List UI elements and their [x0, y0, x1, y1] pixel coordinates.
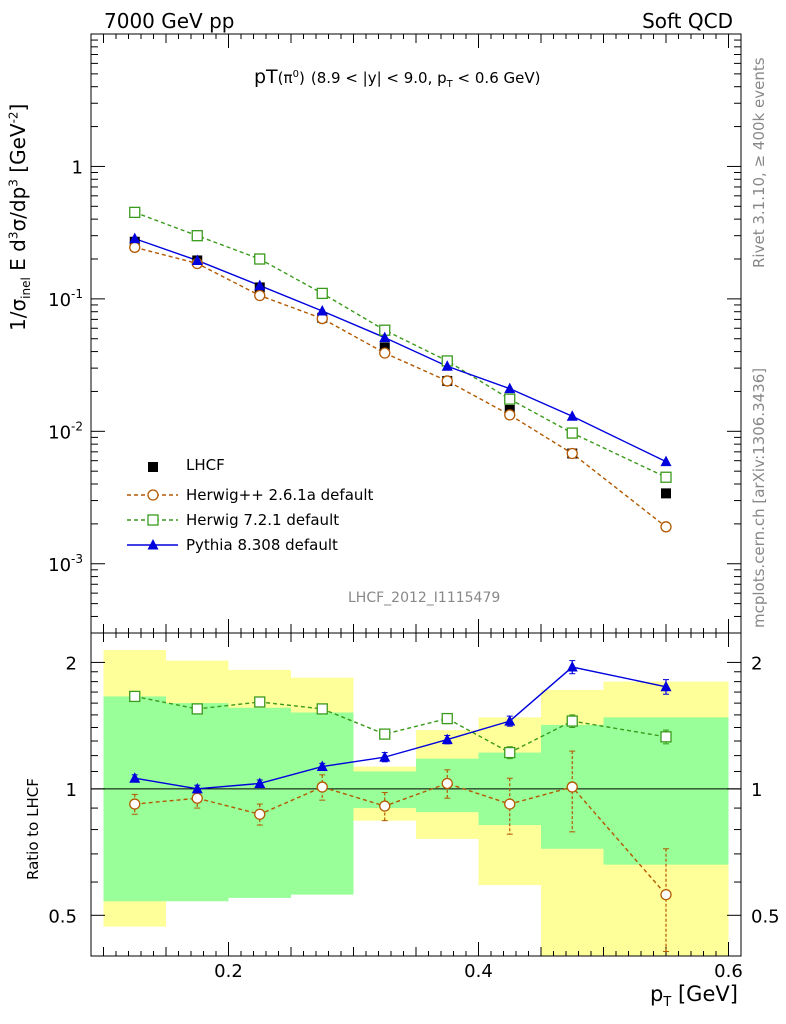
- title-sup: 0: [292, 69, 299, 80]
- point-main-1-6: [504, 409, 516, 421]
- point-ratio-2-7: [566, 661, 578, 672]
- series-line-main-3: [134, 237, 667, 463]
- point-ratio-2-3: [316, 760, 328, 772]
- title-main: pT: [254, 66, 278, 88]
- y-tick-label-ratio: 0.5: [48, 906, 77, 927]
- legend-marker-pythia: [147, 539, 159, 550]
- title-cut-end: < 0.6 GeV): [452, 69, 541, 87]
- point-ratio-0-3: [316, 781, 328, 793]
- point-ratio-1-2: [254, 696, 266, 708]
- point-ratio-2-0: [129, 772, 141, 783]
- point-ratio-0-2: [254, 808, 266, 820]
- point-ratio-1-5: [441, 712, 453, 725]
- y-tick-label-ratio-right: 1: [751, 780, 762, 801]
- point-ratio-1-0: [129, 690, 141, 703]
- point-main-3-6: [504, 382, 516, 394]
- y-tick-label-main: 1: [72, 157, 83, 178]
- legend-pythia: Pythia 8.308 default: [186, 536, 338, 554]
- point-ratio-2-2: [254, 777, 266, 788]
- header-left: 7000 GeV pp: [104, 9, 235, 33]
- x-tick-label: 0.4: [464, 961, 493, 982]
- point-ratio-0-5: [441, 777, 453, 790]
- y-tick-label-main: 10-2: [48, 419, 83, 443]
- point-ratio-1-1: [191, 703, 203, 715]
- mcplots-label: mcplots.cern.ch [arXiv:1306.3436]: [750, 367, 768, 628]
- analysis-label: LHCF_2012_I1115479: [348, 590, 501, 606]
- point-ratio-1-3: [316, 703, 328, 715]
- point-main-1-8: [660, 521, 672, 533]
- point-main-1-0: [129, 241, 141, 253]
- legend-herwig6: Herwig++ 2.6.1a default: [186, 486, 374, 504]
- band-green-2: [228, 707, 291, 898]
- plot-title: pT(π0) (8.9 < |y| < 9.0, pT < 0.6 GeV): [254, 66, 540, 90]
- y-axis-label-main: 1/σinel E d3σ/dp3 [GeV-2]: [6, 103, 33, 331]
- point-ratio-0-1: [191, 792, 203, 804]
- rivet-label: Rivet 3.1.10, ≥ 400k events: [750, 57, 768, 268]
- point-ratio-2-5: [441, 733, 453, 745]
- point-main-3-3: [316, 304, 328, 316]
- point-ratio-2-1: [191, 782, 203, 794]
- point-ratio-0-0: [129, 798, 141, 810]
- y-tick-label-ratio-right: 0.5: [751, 906, 780, 927]
- y-tick-label-main: 10-3: [48, 552, 83, 576]
- header-right: Soft QCD: [642, 9, 733, 33]
- point-ratio-2-4: [379, 751, 391, 762]
- point-main-1-2: [254, 289, 266, 302]
- point-ratio-0-6: [504, 798, 516, 810]
- point-ratio-1-6: [504, 746, 516, 759]
- point-main-3-8: [660, 455, 672, 467]
- point-main-2-8: [660, 471, 672, 483]
- point-main-1-4: [379, 347, 391, 359]
- point-main-1-7: [566, 447, 578, 460]
- point-main-1-5: [441, 375, 453, 387]
- legend-marker-herwig6: [147, 489, 159, 501]
- legend-marker-herwig7: [147, 514, 159, 526]
- y-tick-label-ratio: 1: [66, 780, 77, 801]
- point-ratio-1-7: [566, 715, 578, 727]
- y-tick-label-ratio-right: 2: [751, 653, 762, 674]
- point-ratio-2-6: [504, 715, 516, 726]
- y-tick-label-main: 10-1: [48, 287, 83, 311]
- series-line-ratio-1: [134, 695, 667, 754]
- point-main-3-4: [379, 331, 391, 343]
- point-ratio-1-8: [660, 731, 672, 743]
- point-main-2-7: [566, 427, 578, 439]
- x-tick-label: 0.2: [214, 961, 243, 982]
- point-ratio-0-7: [566, 781, 578, 793]
- y-tick-label-ratio: 2: [66, 653, 77, 674]
- x-tick-label: 0.6: [714, 961, 743, 982]
- point-main-2-0: [129, 206, 141, 219]
- band-green-3: [291, 712, 354, 895]
- point-main-3-5: [441, 360, 453, 371]
- point-main-0-8: [661, 488, 671, 499]
- x-axis-label: pT [GeV]: [650, 982, 738, 1011]
- title-paren: (π: [277, 69, 293, 87]
- point-ratio-2-8: [660, 680, 672, 692]
- point-main-3-7: [566, 410, 578, 421]
- point-main-2-6: [504, 393, 516, 405]
- point-ratio-0-8: [660, 888, 672, 901]
- series-line-main-1: [134, 246, 667, 528]
- legend-marker-lhcf: [148, 462, 158, 472]
- point-ratio-0-4: [379, 800, 391, 812]
- legend-lhcf: LHCF: [186, 456, 225, 474]
- title-cut-sub: T: [446, 79, 453, 90]
- legend-herwig7: Herwig 7.2.1 default: [186, 511, 340, 529]
- point-main-3-0: [129, 232, 141, 244]
- point-main-2-2: [254, 253, 266, 265]
- point-main-2-1: [191, 230, 203, 242]
- title-cut: (8.9 < |y| < 9.0, p: [310, 69, 447, 87]
- title-paren-close: ): [298, 69, 305, 87]
- y-axis-label-ratio: Ratio to LHCF: [24, 778, 42, 880]
- point-ratio-1-4: [379, 728, 391, 740]
- point-main-3-2: [254, 279, 266, 291]
- point-main-3-1: [191, 254, 203, 265]
- point-main-2-3: [316, 287, 328, 300]
